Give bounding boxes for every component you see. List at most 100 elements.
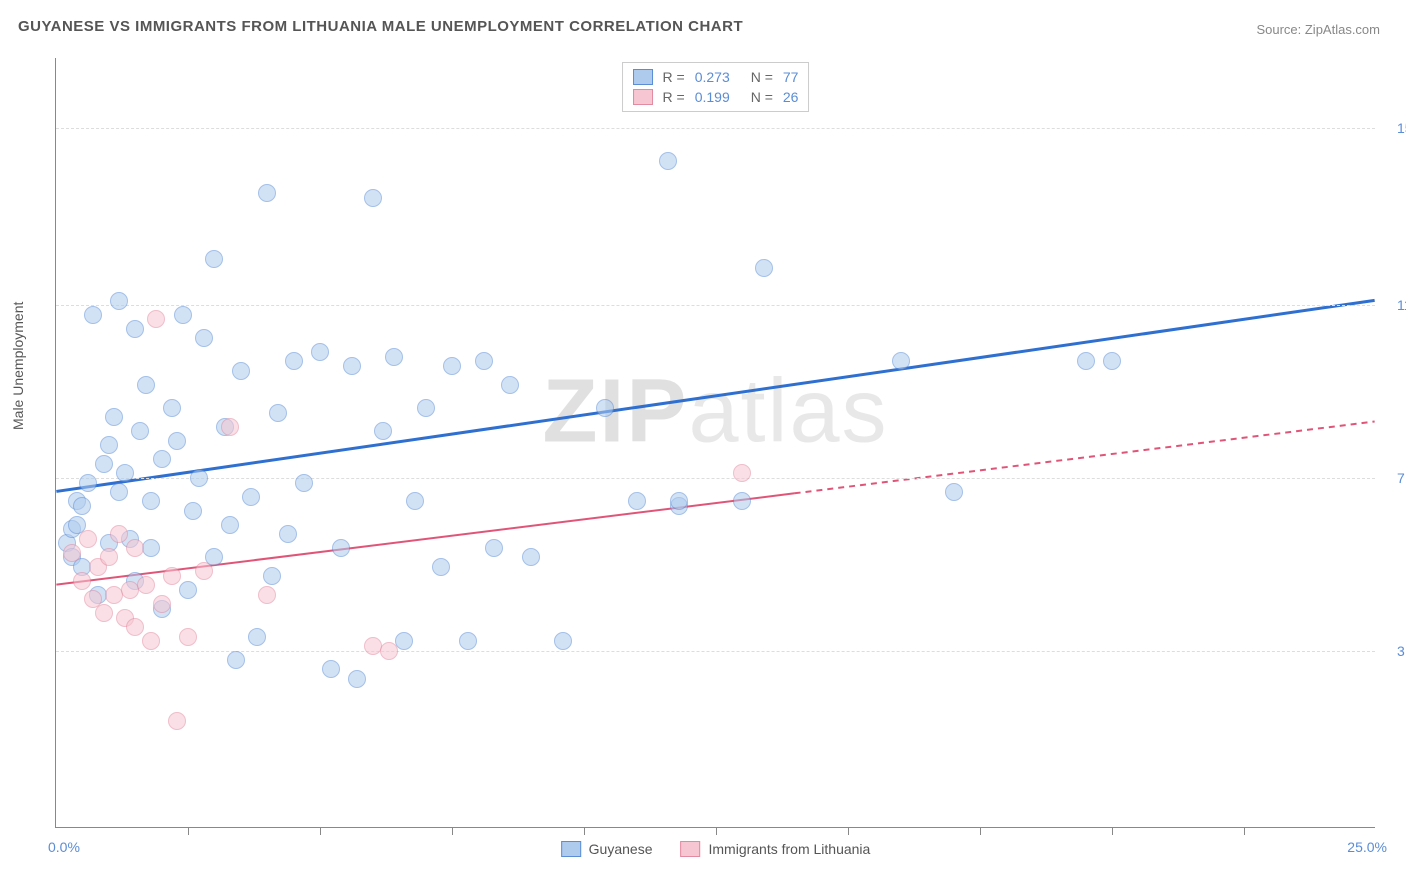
gridline [56, 478, 1375, 479]
data-point [1077, 352, 1095, 370]
data-point [142, 492, 160, 510]
source-label: Source: [1256, 22, 1304, 37]
data-point [126, 320, 144, 338]
data-point [137, 376, 155, 394]
plot-area: ZIPatlas R =0.273N =77R =0.199N =26 0.0%… [55, 58, 1375, 828]
gridline [56, 128, 1375, 129]
data-point [364, 189, 382, 207]
data-point [84, 306, 102, 324]
n-label: N = [751, 89, 773, 105]
data-point [110, 292, 128, 310]
data-point [116, 464, 134, 482]
data-point [195, 329, 213, 347]
data-point [142, 632, 160, 650]
data-point [385, 348, 403, 366]
r-label: R = [663, 89, 685, 105]
data-point [659, 152, 677, 170]
data-point [285, 352, 303, 370]
data-point [73, 497, 91, 515]
data-point [190, 469, 208, 487]
data-point [168, 432, 186, 450]
legend-swatch [561, 841, 581, 857]
chart-title: GUYANESE VS IMMIGRANTS FROM LITHUANIA MA… [18, 18, 743, 35]
source-attribution: Source: ZipAtlas.com [1256, 22, 1380, 37]
trend-line [56, 300, 1374, 491]
data-point [332, 539, 350, 557]
data-point [79, 474, 97, 492]
data-point [395, 632, 413, 650]
data-point [248, 628, 266, 646]
x-tick [1112, 827, 1113, 835]
legend-correlation-row: R =0.199N =26 [633, 87, 799, 107]
data-point [755, 259, 773, 277]
data-point [432, 558, 450, 576]
legend-correlation-row: R = 0.273 N = 77 [633, 67, 799, 87]
data-point [184, 502, 202, 520]
data-point [126, 618, 144, 636]
data-point [142, 539, 160, 557]
x-axis-min-label: 0.0% [48, 839, 80, 855]
y-tick-label: 11.2% [1385, 297, 1406, 313]
data-point [131, 422, 149, 440]
x-tick [452, 827, 453, 835]
data-point [227, 651, 245, 669]
data-point [110, 483, 128, 501]
n-value: 26 [783, 89, 799, 105]
legend-swatch [633, 69, 653, 85]
trend-line [795, 422, 1375, 494]
data-point [501, 376, 519, 394]
x-tick [980, 827, 981, 835]
data-point [343, 357, 361, 375]
legend-series: GuyaneseImmigrants from Lithuania [561, 841, 871, 857]
data-point [232, 362, 250, 380]
data-point [73, 572, 91, 590]
legend-swatch [633, 89, 653, 105]
data-point [105, 408, 123, 426]
data-point [95, 604, 113, 622]
data-point [733, 492, 751, 510]
data-point [628, 492, 646, 510]
r-label: R = [663, 69, 685, 85]
data-point [168, 712, 186, 730]
source-name: ZipAtlas.com [1305, 22, 1380, 37]
data-point [295, 474, 313, 492]
data-point [554, 632, 572, 650]
data-point [374, 422, 392, 440]
data-point [221, 516, 239, 534]
data-point [417, 399, 435, 417]
data-point [179, 581, 197, 599]
data-point [279, 525, 297, 543]
data-point [269, 404, 287, 422]
x-tick [188, 827, 189, 835]
data-point [137, 576, 155, 594]
data-point [443, 357, 461, 375]
data-point [163, 399, 181, 417]
data-point [258, 184, 276, 202]
legend-series-label: Immigrants from Lithuania [708, 841, 870, 857]
data-point [406, 492, 424, 510]
data-point [670, 492, 688, 510]
legend-series-item: Immigrants from Lithuania [680, 841, 870, 857]
data-point [195, 562, 213, 580]
data-point [380, 642, 398, 660]
data-point [459, 632, 477, 650]
n-value: 77 [783, 69, 799, 85]
legend-correlation: R =0.273N =77R =0.199N =26 [622, 62, 810, 112]
data-point [596, 399, 614, 417]
data-point [348, 670, 366, 688]
watermark-bold: ZIP [542, 361, 688, 461]
watermark: ZIPatlas [542, 360, 888, 463]
gridline [56, 305, 1375, 306]
data-point [221, 418, 239, 436]
data-point [153, 450, 171, 468]
r-value: 0.273 [695, 69, 741, 85]
data-point [945, 483, 963, 501]
data-point [485, 539, 503, 557]
data-point [174, 306, 192, 324]
data-point [242, 488, 260, 506]
x-axis-max-label: 25.0% [1347, 839, 1387, 855]
data-point [733, 464, 751, 482]
data-point [100, 548, 118, 566]
y-tick-label: 3.8% [1385, 643, 1406, 659]
n-label: N = [751, 69, 773, 85]
